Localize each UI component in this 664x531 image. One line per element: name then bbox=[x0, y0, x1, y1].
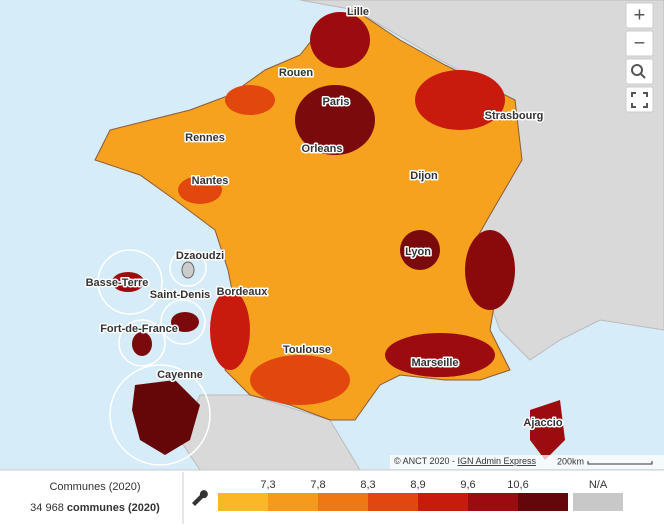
legend-swatch bbox=[218, 493, 268, 511]
city-label: Marseille bbox=[411, 357, 458, 369]
attribution-text: © ANCT 2020 - bbox=[394, 456, 458, 466]
city-label: Dzaoudzi bbox=[176, 250, 224, 262]
legend-swatch bbox=[418, 493, 468, 511]
zoom-in[interactable]: + bbox=[625, 2, 654, 29]
legend-threshold: 9,6 bbox=[460, 479, 475, 491]
legend-swatch bbox=[468, 493, 518, 511]
legend-na-label: N/A bbox=[589, 479, 608, 491]
city-label: Ajaccio bbox=[523, 417, 562, 429]
zoom-in-label: + bbox=[634, 4, 646, 26]
scale-label: 200km bbox=[557, 456, 584, 466]
dark-areas bbox=[178, 12, 515, 405]
city-label: Cayenne bbox=[157, 369, 203, 381]
attribution: © ANCT 2020 - IGN Admin Express bbox=[394, 456, 537, 466]
overseas-circles bbox=[97, 249, 211, 466]
city-label: Bordeaux bbox=[217, 286, 269, 298]
search-button[interactable] bbox=[625, 58, 654, 85]
city-label: Toulouse bbox=[283, 344, 331, 356]
overseas bbox=[112, 261, 200, 455]
legend-swatch bbox=[518, 493, 568, 511]
scale-bar bbox=[587, 461, 653, 465]
legend-na-swatch bbox=[573, 493, 623, 511]
legend-swatch bbox=[368, 493, 418, 511]
zoom-out[interactable]: − bbox=[625, 30, 654, 57]
wrench-icon[interactable] bbox=[192, 490, 208, 506]
city-label: Lille bbox=[347, 6, 369, 18]
count-label: communes (2020) bbox=[67, 502, 160, 514]
legend-threshold: 8,3 bbox=[360, 479, 375, 491]
legend-threshold: 8,9 bbox=[410, 479, 425, 491]
city-label: Nantes bbox=[192, 175, 229, 187]
fullscreen-button[interactable] bbox=[625, 86, 654, 113]
legend-swatch bbox=[318, 493, 368, 511]
count-number: 34 968 bbox=[30, 502, 64, 514]
city-label: Saint-Denis bbox=[150, 289, 211, 301]
france bbox=[94, 9, 523, 421]
city-label: Rouen bbox=[279, 67, 314, 79]
zoom-out-label: − bbox=[634, 32, 646, 54]
legend-count: 34 968 communes (2020) bbox=[30, 502, 160, 514]
city-label: Rennes bbox=[185, 132, 225, 144]
legend-threshold: 7,3 bbox=[260, 479, 275, 491]
neighbor-land bbox=[299, 0, 664, 361]
legend-threshold: 7,8 bbox=[310, 479, 325, 491]
city-label: Fort-de-France bbox=[100, 323, 178, 335]
attribution-link[interactable]: IGN Admin Express bbox=[458, 456, 537, 466]
city-label: Strasbourg bbox=[485, 110, 544, 122]
attribution-bg bbox=[390, 455, 664, 469]
city-label: Basse-Terre bbox=[86, 277, 149, 289]
city-label: Orleans bbox=[302, 143, 343, 155]
legend-swatch bbox=[268, 493, 318, 511]
legend-threshold: 10,6 bbox=[507, 479, 528, 491]
legend-title: Communes (2020) bbox=[49, 481, 140, 493]
city-label: Dijon bbox=[410, 170, 438, 182]
corsica bbox=[530, 400, 565, 460]
city-label: Paris bbox=[323, 96, 350, 108]
city-label: Lyon bbox=[405, 246, 431, 258]
